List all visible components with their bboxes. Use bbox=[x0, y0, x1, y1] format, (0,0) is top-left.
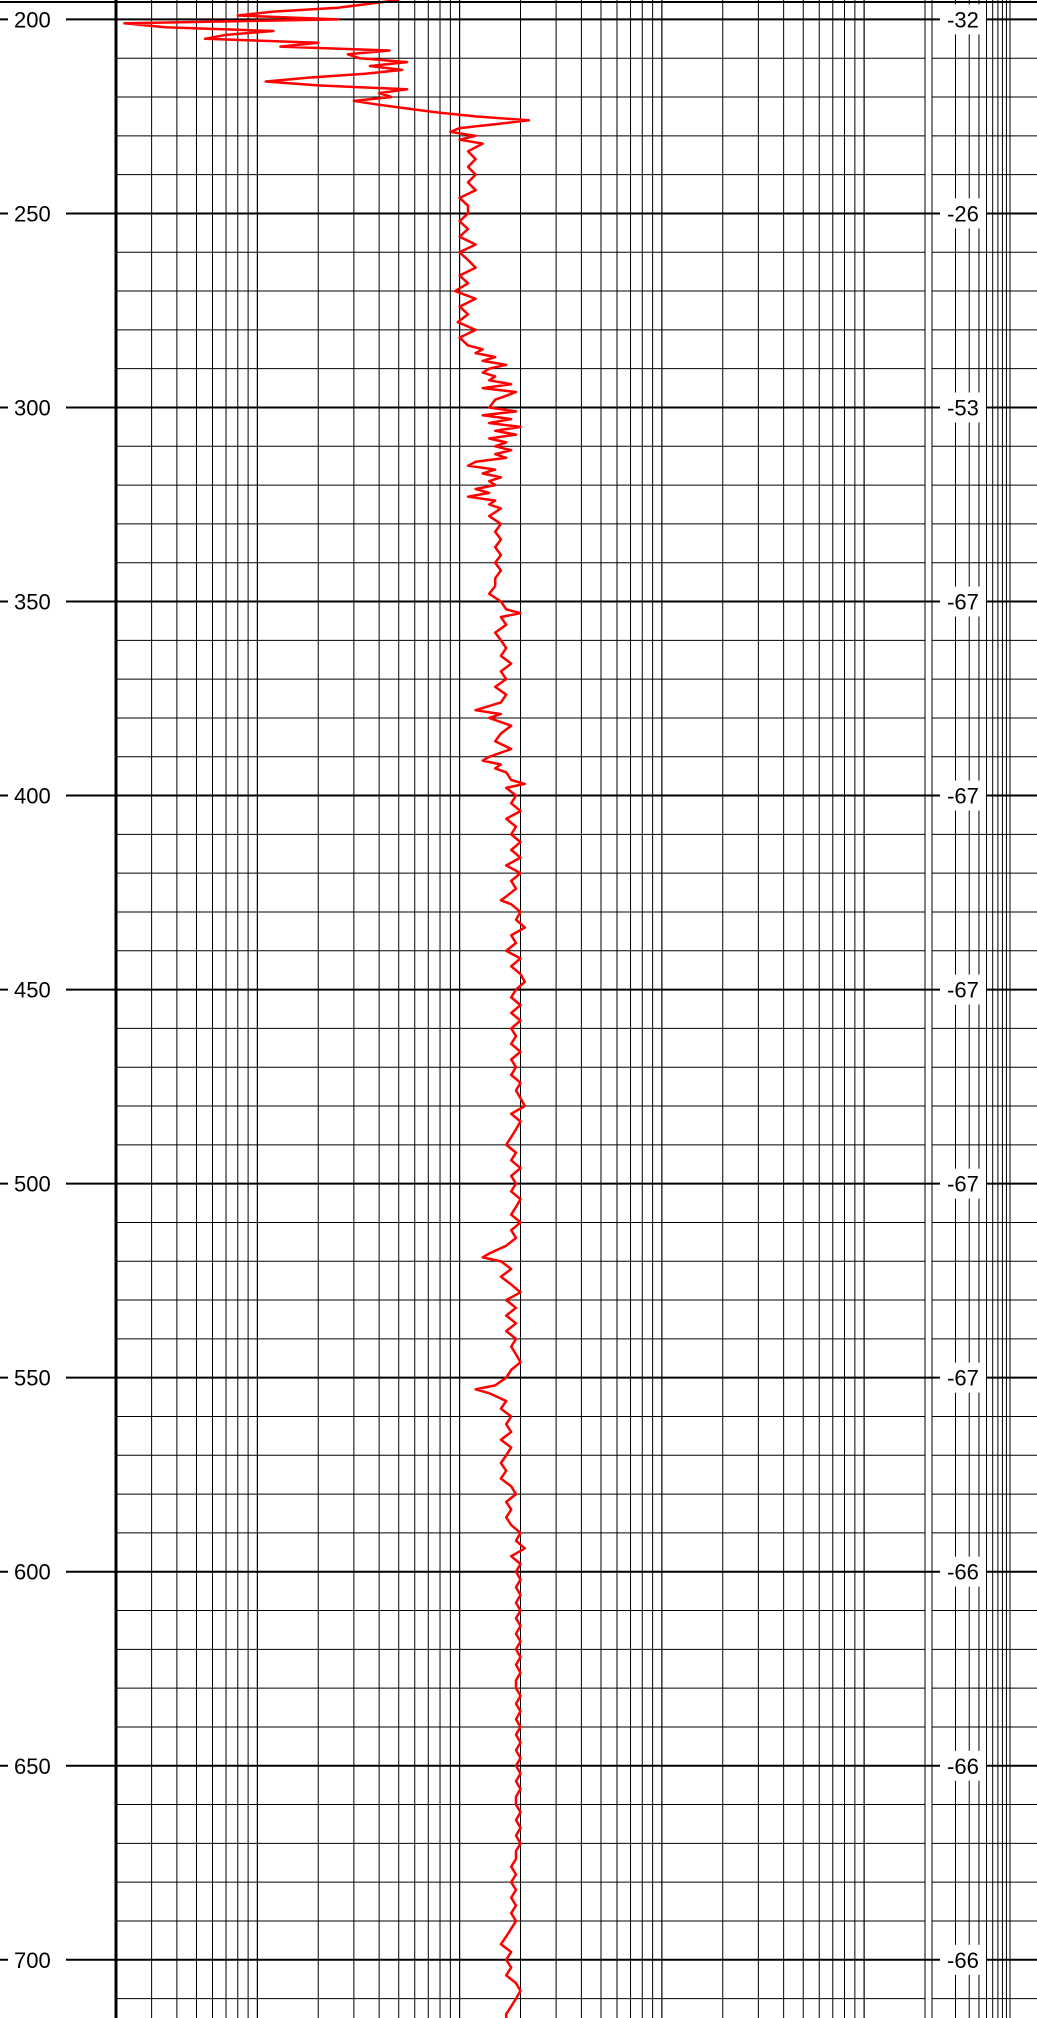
depth-label-bg bbox=[8, 1167, 66, 1198]
depth-label-bg bbox=[8, 3, 66, 34]
right-annotation-label: -32 bbox=[947, 7, 979, 32]
depth-tick-label: 550 bbox=[14, 1366, 51, 1391]
depth-tick-label: 500 bbox=[14, 1172, 51, 1197]
right-annotation-label: -67 bbox=[947, 590, 979, 615]
right-annotation-label: -67 bbox=[947, 1172, 979, 1197]
log-curve bbox=[123, 0, 531, 2018]
right-annotation-label: -67 bbox=[947, 978, 979, 1003]
series-layer bbox=[123, 0, 531, 2018]
depth-label-bg bbox=[8, 1361, 66, 1392]
right-annotation-label: -66 bbox=[947, 1754, 979, 1779]
right-label-bg bbox=[940, 198, 986, 229]
right-annotation-label: -66 bbox=[947, 1948, 979, 1973]
right-label-bg bbox=[940, 1944, 986, 1975]
right-annotation-label: -26 bbox=[947, 201, 979, 226]
right-annotation-label: -67 bbox=[947, 1366, 979, 1391]
depth-label-bg bbox=[8, 197, 66, 228]
right-label-bg bbox=[940, 1750, 986, 1781]
depth-tick-label: 350 bbox=[14, 590, 51, 615]
depth-tick-label: 600 bbox=[14, 1560, 51, 1585]
depth-label-bg bbox=[8, 585, 66, 616]
right-label-bg bbox=[940, 1556, 986, 1587]
depth-tick-label: 250 bbox=[14, 201, 51, 226]
right-label-bg bbox=[940, 974, 986, 1005]
right-label-bg bbox=[940, 1168, 986, 1199]
depth-tick-label: 200 bbox=[14, 7, 51, 32]
right-label-bg bbox=[940, 780, 986, 811]
depth-tick-label: 650 bbox=[14, 1754, 51, 1779]
depth-label-bg bbox=[8, 1749, 66, 1780]
right-annotation-labels: -32 -26 -53 -67 -67 -67 -67 -67 -66 -66 -66 bbox=[940, 4, 986, 1975]
depth-tick-label: 700 bbox=[14, 1948, 51, 1973]
depth-label-bg bbox=[8, 973, 66, 1004]
vertical-log-grid bbox=[115, 0, 1011, 2018]
right-label-bg bbox=[940, 586, 986, 617]
depth-label-bg bbox=[8, 391, 66, 422]
right-annotation-label: -67 bbox=[947, 784, 979, 809]
right-annotation-label: -53 bbox=[947, 395, 979, 420]
depth-tick-label: 400 bbox=[14, 784, 51, 809]
depth-label-bg bbox=[8, 1943, 66, 1974]
depth-label-bg bbox=[8, 1555, 66, 1586]
right-label-bg bbox=[940, 392, 986, 423]
depth-label-bg bbox=[8, 779, 66, 810]
depth-axis-labels: 200 250 300 350 400 450 500 550 600 650 700 bbox=[8, 3, 66, 1974]
right-annotation-label: -66 bbox=[947, 1560, 979, 1585]
depth-tick-label: 300 bbox=[14, 395, 51, 420]
right-label-bg bbox=[940, 1362, 986, 1393]
depth-tick-label: 450 bbox=[14, 978, 51, 1003]
right-label-bg bbox=[940, 4, 986, 35]
